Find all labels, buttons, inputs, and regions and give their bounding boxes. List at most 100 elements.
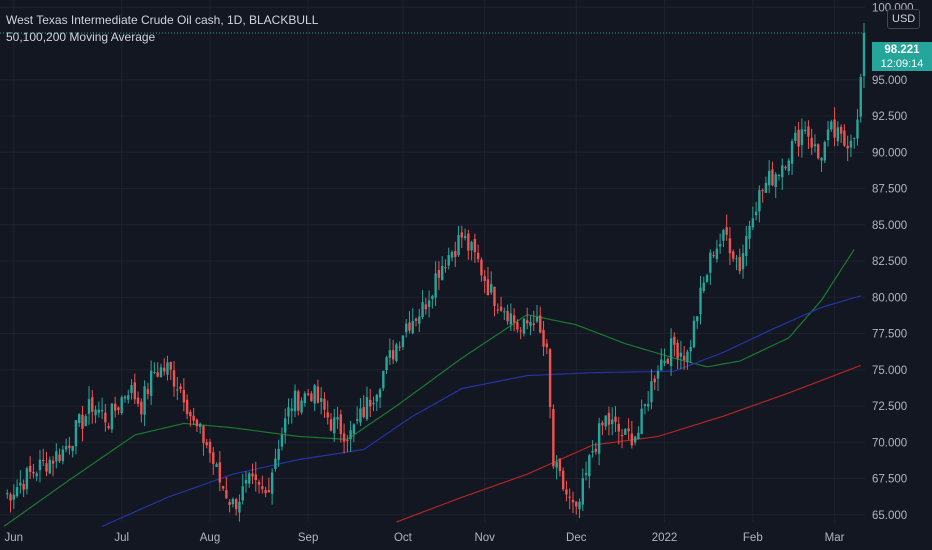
candle (172, 361, 176, 397)
candle (611, 407, 614, 436)
candle (329, 413, 333, 432)
candle (45, 451, 48, 477)
currency-button[interactable]: USD (887, 9, 921, 29)
candle (604, 415, 607, 430)
candle (231, 497, 235, 508)
candle (689, 339, 692, 363)
candle (522, 318, 526, 337)
y-tick-label: 85.000 (872, 220, 907, 232)
candle (601, 420, 604, 436)
candle (503, 307, 506, 321)
candle (535, 305, 539, 323)
candle (709, 249, 712, 285)
candle (169, 361, 172, 380)
candle (316, 379, 320, 404)
candle (234, 497, 238, 516)
candle (15, 479, 19, 498)
candle (718, 233, 722, 254)
candle (352, 423, 356, 443)
candle (81, 406, 84, 442)
candle (532, 310, 535, 332)
candle (771, 161, 774, 187)
ma-100-line (101, 295, 861, 527)
x-tick-label: Oct (394, 532, 413, 544)
candle (411, 308, 414, 335)
candle (179, 383, 182, 394)
candle (346, 434, 349, 453)
chart-legend: West Texas Intermediate Crude Oil cash, … (6, 12, 318, 46)
candle (624, 428, 627, 435)
candle (166, 355, 169, 381)
x-tick-label: Jul (114, 532, 129, 544)
candle (333, 409, 336, 442)
candle (159, 363, 163, 378)
candle (153, 362, 156, 375)
candle (22, 479, 25, 497)
candle (300, 397, 303, 415)
candle (58, 448, 61, 464)
candle (745, 226, 748, 267)
candle (493, 286, 496, 317)
candle (470, 240, 473, 261)
candle (218, 450, 222, 492)
price-axis[interactable]: 65.000 67.500 70.000 72.500 75.000 77.500 80.0… (872, 2, 914, 522)
candle (597, 417, 601, 466)
candle (228, 498, 231, 513)
candle (182, 378, 186, 412)
candle (581, 468, 584, 512)
candle (761, 188, 764, 203)
candle (391, 340, 395, 364)
candle (280, 427, 284, 451)
x-tick-label: Mar (825, 532, 845, 544)
candle (813, 134, 817, 153)
candle (506, 304, 509, 325)
candle (284, 408, 287, 444)
candle (120, 395, 123, 415)
candle (192, 408, 195, 426)
y-tick-label: 80.000 (872, 292, 907, 304)
candle (19, 470, 22, 494)
candle (643, 403, 647, 415)
symbol-title[interactable]: West Texas Intermediate Crude Oil cash, … (6, 13, 319, 27)
candle (738, 248, 741, 275)
candle (496, 303, 499, 314)
candle (529, 315, 532, 336)
candle (267, 477, 271, 493)
candle (64, 438, 68, 453)
candle (35, 471, 38, 482)
y-tick-label: 95.000 (872, 75, 907, 87)
candle (434, 261, 437, 307)
candle (293, 384, 297, 418)
bar-countdown: 12:09:14 (880, 58, 924, 70)
moving-average-lines (3, 249, 861, 527)
candle (486, 267, 490, 296)
candle (803, 121, 807, 135)
candle (97, 401, 101, 418)
x-tick-label: Feb (743, 532, 763, 544)
y-tick-label: 75.000 (872, 365, 907, 377)
candle (565, 480, 568, 502)
candle (372, 396, 375, 412)
candle (810, 128, 813, 155)
candle (225, 477, 228, 499)
indicator-label[interactable]: 50,100,200 Moving Average (6, 30, 156, 44)
y-tick-label: 70.000 (872, 437, 907, 449)
y-tick-label: 90.000 (872, 147, 907, 159)
time-axis[interactable]: Jun Jul Aug Sep Oct Nov Dec 2022 Feb Mar (5, 532, 845, 544)
candle (9, 492, 12, 513)
candle (849, 134, 853, 157)
candle (176, 376, 179, 401)
candle (55, 443, 58, 469)
candle (856, 109, 859, 146)
candle (257, 479, 261, 494)
candle (673, 332, 676, 357)
candle (251, 463, 254, 485)
candle (306, 389, 310, 397)
candle (313, 383, 316, 412)
candle (568, 488, 571, 510)
candle (290, 398, 293, 424)
candle (408, 311, 411, 334)
candle (277, 439, 280, 468)
